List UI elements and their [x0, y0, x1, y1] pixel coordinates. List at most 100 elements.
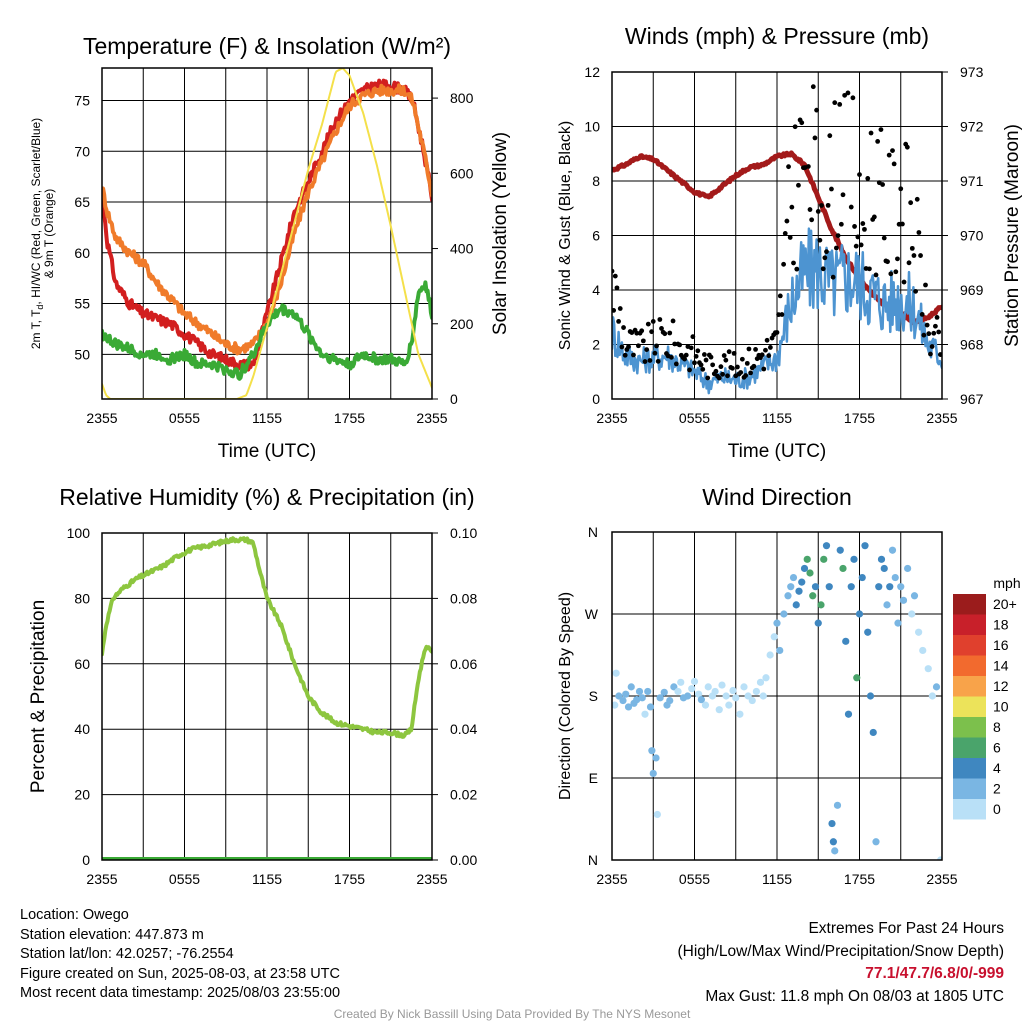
chart-panel-rh: Relative Humidity (%) & Precipitation (i… — [28, 484, 477, 887]
gust-point — [817, 237, 823, 243]
direction-point — [825, 583, 833, 591]
y2-tick-label: 0.06 — [450, 656, 477, 672]
series-line — [102, 68, 432, 399]
direction-point — [829, 838, 837, 846]
extremes-subtitle: (High/Low/Max Wind/Precipitation/Snow De… — [677, 942, 1005, 960]
gust-point — [743, 373, 749, 378]
gust-point — [731, 350, 737, 356]
direction-point — [789, 573, 798, 582]
direction-point — [831, 847, 839, 855]
direction-point — [932, 683, 941, 691]
gust-point — [662, 331, 668, 337]
legend-label: 2 — [993, 781, 1001, 797]
chart-title: Winds (mph) & Pressure (mb) — [625, 23, 929, 49]
gust-point — [716, 375, 722, 381]
gust-point — [642, 359, 648, 364]
gust-point — [640, 338, 646, 344]
gust-point — [621, 325, 626, 330]
gust-point — [744, 360, 750, 366]
gust-point — [612, 273, 618, 279]
gust-point — [908, 200, 914, 206]
gust-point — [766, 353, 772, 359]
extremes-panel: Extremes For Past 24 Hours (High/Low/Max… — [678, 918, 1005, 1008]
direction-point — [836, 546, 844, 554]
y-tick-label: 55 — [74, 296, 90, 312]
direction-point — [850, 555, 858, 563]
gust-point — [893, 269, 899, 275]
direction-point — [919, 646, 927, 655]
gust-point — [921, 332, 927, 338]
gust-point — [855, 234, 861, 240]
gust-point — [937, 352, 942, 357]
direction-point — [722, 692, 730, 700]
gust-point — [890, 148, 895, 154]
gust-point — [898, 186, 904, 192]
direction-point — [811, 583, 820, 591]
direction-point — [877, 555, 886, 563]
legend-swatch — [953, 696, 986, 717]
gust-point — [909, 245, 915, 251]
y-tick-label: 50 — [74, 346, 90, 362]
x-tick-label: 2355 — [86, 871, 117, 887]
y2-tick-label: 967 — [960, 391, 984, 407]
legend-label: 8 — [993, 719, 1001, 735]
plot-frame — [101, 67, 433, 400]
gust-point — [708, 354, 714, 360]
gust-point — [829, 186, 834, 192]
direction-point — [695, 690, 703, 698]
gust-point — [837, 102, 843, 107]
direction-point — [924, 665, 932, 673]
gust-point — [705, 375, 711, 381]
direction-point — [828, 819, 836, 828]
gust-point — [616, 318, 621, 324]
plot-frame — [611, 71, 943, 400]
direction-point — [674, 687, 682, 696]
direction-point — [910, 592, 919, 600]
gust-point — [928, 351, 933, 357]
gust-point — [819, 203, 824, 208]
extremes-values: 77.1/47.7/6.8/0/-999 — [865, 965, 1004, 982]
plot-area — [612, 84, 942, 395]
direction-point — [891, 573, 899, 582]
y-tick-label: 8 — [592, 173, 600, 189]
y2-tick-label: 0.00 — [450, 852, 477, 868]
direction-point — [641, 710, 649, 718]
direction-point — [670, 683, 678, 691]
gust-point — [931, 330, 937, 336]
direction-point — [762, 674, 770, 682]
gust-point — [895, 256, 900, 262]
gust-point — [763, 347, 768, 353]
legend-label: 20+ — [993, 596, 1017, 612]
legend-swatch — [953, 778, 986, 799]
plot-frame — [101, 532, 433, 861]
direction-point — [688, 685, 696, 693]
gust-point — [885, 259, 890, 265]
gust-point — [924, 322, 930, 328]
direction-point — [844, 710, 853, 718]
direction-point — [759, 692, 767, 700]
series-line — [102, 78, 432, 372]
direction-point — [638, 694, 646, 702]
gust-point — [687, 367, 692, 373]
gust-point — [629, 330, 635, 335]
y2-tick-label: 973 — [960, 64, 984, 80]
chart-title: Relative Humidity (%) & Precipitation (i… — [59, 484, 474, 510]
direction-point — [711, 687, 719, 696]
gust-point — [739, 356, 745, 362]
direction-point — [752, 687, 760, 696]
y-tick-label: N — [588, 852, 598, 868]
x-tick-label: 2355 — [416, 871, 447, 887]
y2-tick-label: 970 — [960, 228, 984, 244]
y-tick-label: 0 — [82, 852, 90, 868]
y2-tick-label: 600 — [450, 165, 474, 181]
gust-point — [824, 249, 829, 255]
legend-swatch — [953, 635, 986, 656]
gust-point — [700, 366, 706, 372]
direction-point — [869, 728, 877, 737]
gust-point — [860, 221, 866, 226]
gust-point — [702, 352, 707, 357]
gust-point — [746, 346, 752, 352]
gust-point — [914, 196, 920, 202]
y2-tick-label: 971 — [960, 173, 984, 189]
